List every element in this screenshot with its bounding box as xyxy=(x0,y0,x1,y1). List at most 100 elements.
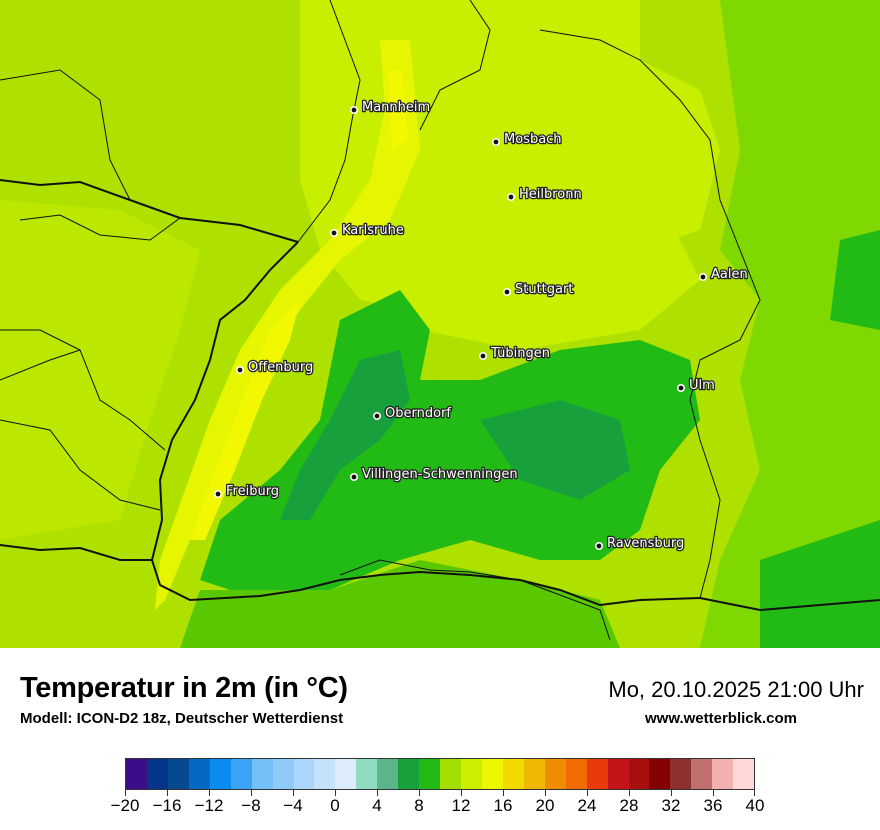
colorbar-segment xyxy=(146,759,168,789)
colorbar-segment xyxy=(670,759,692,789)
city-label: Ulm xyxy=(689,378,715,393)
temperature-zone xyxy=(0,200,200,540)
colorbar-tick xyxy=(461,790,462,796)
city-marker: Freiburg xyxy=(214,483,280,500)
model-source: Modell: ICON-D2 18z, Deutscher Wetterdie… xyxy=(20,710,344,727)
temperature-map: Mannheim Mosbach Heilbronn Karlsruhe Aalen St… xyxy=(0,0,880,648)
colorbar-tick-label: 32 xyxy=(661,796,681,815)
colorbar-tick xyxy=(419,790,420,796)
colorbar-tick xyxy=(671,790,672,796)
forecast-datetime: Mo, 20.10.2025 21:00 Uhr xyxy=(608,677,864,702)
map-title: Temperatur in 2m (in °C) xyxy=(20,672,348,704)
colorbar-segment xyxy=(607,759,629,789)
colorbar-tick-label: −8 xyxy=(241,796,261,815)
colorbar-segment xyxy=(565,759,587,789)
colorbar-segment xyxy=(586,759,608,789)
colorbar-tick xyxy=(251,790,252,796)
colorbar-tick xyxy=(629,790,630,796)
colorbar-segment xyxy=(691,759,713,789)
colorbar-segment xyxy=(398,759,420,789)
city-label: Offenburg xyxy=(248,360,313,375)
city-marker: Ulm xyxy=(676,377,716,394)
colorbar-tick xyxy=(377,790,378,796)
colorbar-segment xyxy=(544,759,566,789)
colorbar-segment xyxy=(649,759,671,789)
colorbar-segment xyxy=(461,759,482,789)
colorbar-segment xyxy=(419,759,441,789)
colorbar-segment xyxy=(251,759,273,789)
colorbar-tick-label: 36 xyxy=(703,796,723,815)
city-label: Ravensburg xyxy=(607,536,684,551)
city-marker: Ravensburg xyxy=(594,535,686,552)
colorbar-tick-labels: −20 −16 −12 −8 −4 0 4 8 12 16 20 24 28 32 36 40 xyxy=(111,796,765,818)
colorbar-segment xyxy=(733,759,755,789)
colorbar-segment xyxy=(293,759,315,789)
colorbar-tick xyxy=(209,790,210,796)
colorbar-tick xyxy=(545,790,546,796)
city-marker: Stuttgart xyxy=(502,281,575,298)
city-label: Mosbach xyxy=(504,132,562,147)
colorbar-segment xyxy=(523,759,545,789)
colorbar-tick-label: 12 xyxy=(451,796,471,815)
city-dot xyxy=(491,138,500,147)
colorbar-segment xyxy=(188,759,210,789)
city-marker: Oberndorf xyxy=(372,405,453,422)
colorbar-tick-label: 8 xyxy=(414,796,424,815)
colorbar-segment xyxy=(209,759,231,789)
colorbar-segment xyxy=(335,759,357,789)
temperature-zone xyxy=(380,170,700,350)
colorbar-tick xyxy=(587,790,588,796)
city-dot xyxy=(506,193,515,202)
city-dot xyxy=(594,541,603,550)
city-label: Aalen xyxy=(711,267,748,282)
colorbar-segment xyxy=(440,759,461,789)
city-dot xyxy=(478,351,487,360)
colorbar-tick-label: −20 xyxy=(110,796,140,815)
colorbar-segment xyxy=(628,759,650,789)
city-marker: Mosbach xyxy=(491,131,563,148)
city-label: Stuttgart xyxy=(515,282,573,297)
colorbar-tick xyxy=(754,790,755,796)
colorbar-segment xyxy=(314,759,336,789)
lake-constance xyxy=(339,559,611,641)
colorbar-segment xyxy=(272,759,294,789)
temperature-zone xyxy=(200,290,700,600)
colorbar-tick-label: 40 xyxy=(745,796,765,815)
colorbar-tick xyxy=(125,790,126,796)
city-dot xyxy=(236,365,245,374)
state-borders xyxy=(0,0,761,599)
temperature-colorbar xyxy=(125,758,755,790)
city-layer: Mannheim Mosbach Heilbronn Karlsruhe Aalen St… xyxy=(214,99,749,552)
city-dot xyxy=(372,411,381,420)
colorbar-tick xyxy=(335,790,336,796)
city-marker: Villingen-Schwenningen xyxy=(349,466,519,483)
city-marker: Tübingen xyxy=(478,345,551,362)
website-link: www.wetterblick.com xyxy=(645,710,797,727)
city-dot xyxy=(349,472,358,481)
city-label: Oberndorf xyxy=(385,406,451,421)
temperature-zone xyxy=(190,300,300,540)
colorbar-tick-label: 4 xyxy=(372,796,382,815)
city-marker: Offenburg xyxy=(236,359,315,376)
colorbar-tick xyxy=(503,790,504,796)
colorbar-tick-label: −4 xyxy=(283,796,303,815)
temperature-zone xyxy=(180,560,620,648)
city-dot xyxy=(329,229,338,238)
city-dot xyxy=(698,272,707,281)
temperature-zone xyxy=(700,0,880,648)
colorbar-tick-label: 20 xyxy=(535,796,555,815)
city-label: Heilbronn xyxy=(519,187,582,202)
city-marker: Heilbronn xyxy=(506,186,583,203)
colorbar-tick xyxy=(293,790,294,796)
temperature-zone xyxy=(280,350,410,520)
colorbar-segment xyxy=(712,759,734,789)
colorbar-segment xyxy=(126,759,147,789)
city-dot xyxy=(676,383,685,392)
city-dot xyxy=(502,287,511,296)
colorbar-tick-label: 0 xyxy=(330,796,340,815)
city-label: Freiburg xyxy=(226,484,279,499)
city-label: Mannheim xyxy=(362,100,430,115)
colorbar-segment xyxy=(356,759,378,789)
colorbar-segment xyxy=(377,759,399,789)
colorbar-tick xyxy=(167,790,168,796)
